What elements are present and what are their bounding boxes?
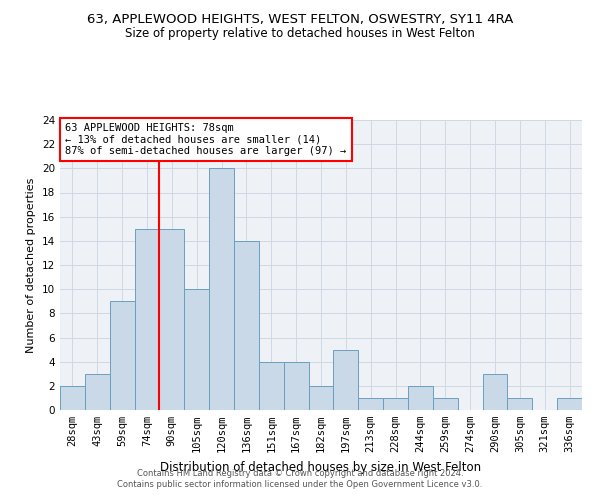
Bar xyxy=(557,398,582,410)
Bar xyxy=(284,362,308,410)
Bar xyxy=(234,241,259,410)
Bar xyxy=(209,168,234,410)
Bar xyxy=(482,374,508,410)
Text: 63, APPLEWOOD HEIGHTS, WEST FELTON, OSWESTRY, SY11 4RA: 63, APPLEWOOD HEIGHTS, WEST FELTON, OSWE… xyxy=(87,12,513,26)
Bar xyxy=(508,398,532,410)
Bar xyxy=(259,362,284,410)
Y-axis label: Number of detached properties: Number of detached properties xyxy=(26,178,37,352)
Bar xyxy=(358,398,383,410)
Bar xyxy=(60,386,85,410)
Bar xyxy=(383,398,408,410)
Bar xyxy=(408,386,433,410)
Bar xyxy=(85,374,110,410)
Bar xyxy=(110,301,134,410)
Text: Contains public sector information licensed under the Open Government Licence v3: Contains public sector information licen… xyxy=(118,480,482,489)
Bar xyxy=(308,386,334,410)
Bar xyxy=(334,350,358,410)
Text: 63 APPLEWOOD HEIGHTS: 78sqm
← 13% of detached houses are smaller (14)
87% of sem: 63 APPLEWOOD HEIGHTS: 78sqm ← 13% of det… xyxy=(65,123,346,156)
Bar xyxy=(160,229,184,410)
Bar xyxy=(433,398,458,410)
Bar xyxy=(134,229,160,410)
Text: Contains HM Land Registry data © Crown copyright and database right 2024.: Contains HM Land Registry data © Crown c… xyxy=(137,468,463,477)
X-axis label: Distribution of detached houses by size in West Felton: Distribution of detached houses by size … xyxy=(160,460,482,473)
Bar xyxy=(184,289,209,410)
Text: Size of property relative to detached houses in West Felton: Size of property relative to detached ho… xyxy=(125,28,475,40)
